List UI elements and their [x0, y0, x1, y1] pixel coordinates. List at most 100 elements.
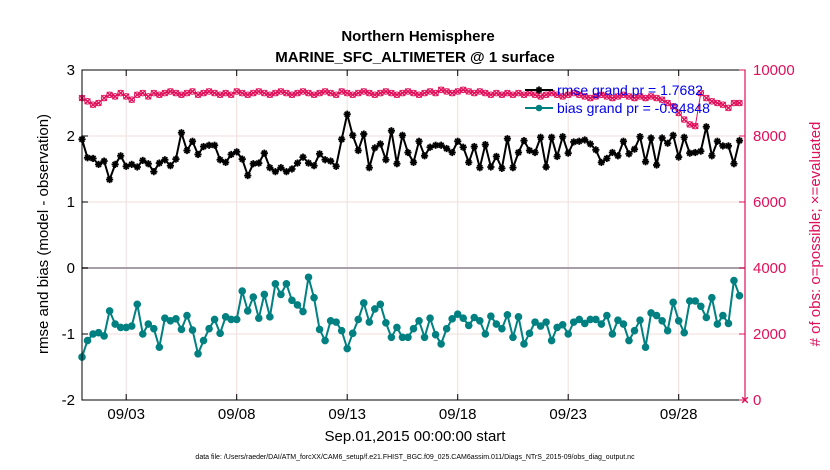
- rmse-point: [647, 134, 655, 142]
- obs-evaluated-point: [95, 99, 102, 107]
- bias-point: [288, 296, 296, 305]
- bias-point: [641, 343, 650, 352]
- obs-evaluated-point: [426, 88, 434, 95]
- obs-evaluated-point: [592, 93, 600, 100]
- bias-point: [238, 287, 247, 295]
- obs-evaluated-point: [548, 89, 555, 97]
- cross-stroke: [244, 91, 252, 99]
- star-stroke: [161, 156, 169, 163]
- bias-point: [487, 312, 495, 320]
- rmse-point: [111, 160, 119, 168]
- bias-point: [697, 302, 705, 311]
- bias-point: [249, 293, 258, 301]
- cross-stroke: [559, 93, 566, 100]
- obs-evaluated-point: [575, 91, 583, 99]
- cross-stroke: [548, 89, 555, 97]
- star-stroke: [344, 111, 351, 118]
- bias-point: [348, 329, 357, 338]
- obs-evaluated-point: [459, 86, 467, 94]
- cross-stroke: [609, 94, 616, 102]
- star-stroke: [211, 142, 218, 149]
- bias-point: [663, 326, 672, 335]
- rmse-point: [227, 150, 235, 159]
- obs-evaluated-point: [432, 89, 439, 97]
- series-bias: [78, 273, 744, 361]
- star-stroke: [658, 134, 666, 142]
- cross-stroke: [277, 88, 285, 95]
- bias-point: [674, 317, 683, 325]
- rmse-point: [188, 137, 197, 145]
- bias-point: [625, 336, 633, 345]
- obs-evaluated-point: [343, 89, 351, 97]
- obs-evaluated-point: [614, 93, 622, 100]
- rmse-point: [619, 137, 628, 145]
- cross-stroke: [133, 91, 141, 99]
- cross-stroke: [377, 89, 384, 97]
- star-stroke: [614, 152, 622, 159]
- obs-evaluated-point: [708, 98, 716, 105]
- obs-evaluated-point: [410, 89, 417, 97]
- cross-stroke: [283, 89, 290, 97]
- star-stroke: [111, 161, 119, 168]
- star-stroke: [393, 160, 401, 167]
- cross-stroke: [564, 91, 572, 99]
- star-stroke: [250, 160, 257, 167]
- rmse-point: [349, 131, 357, 139]
- rmse-point: [564, 149, 572, 157]
- bias-point: [636, 316, 644, 324]
- star-stroke: [360, 130, 367, 138]
- rmse-point: [702, 123, 710, 131]
- obs-evaluated-point: [581, 93, 589, 100]
- rmse-point: [691, 148, 699, 157]
- obs-evaluated-point: [233, 88, 240, 95]
- cross-stroke: [161, 89, 169, 97]
- bias-point: [415, 317, 423, 325]
- cross-stroke: [592, 93, 600, 100]
- rmse-point: [548, 133, 556, 141]
- bias-point: [393, 323, 401, 332]
- star-stroke: [531, 149, 539, 156]
- obs-evaluated-point: [658, 96, 666, 103]
- rmse-point: [713, 137, 721, 145]
- obs-evaluated-point: [454, 88, 461, 95]
- cross-stroke: [349, 91, 357, 99]
- cross-stroke: [410, 89, 417, 97]
- bias-point: [630, 326, 639, 335]
- cross-stroke: [736, 99, 743, 107]
- bias-point: [691, 297, 700, 305]
- bias-point: [194, 350, 202, 358]
- obs-evaluated-point: [139, 89, 147, 97]
- bias-point: [658, 317, 666, 325]
- bias-point: [216, 329, 224, 338]
- y2-tick-label: 8000: [753, 128, 786, 145]
- bias-point: [708, 293, 716, 302]
- obs-evaluated-point: [730, 99, 738, 107]
- bias-point: [337, 326, 346, 335]
- star-stroke: [189, 138, 196, 145]
- bias-point: [730, 276, 738, 285]
- cross-stroke: [388, 89, 395, 97]
- star-stroke: [84, 154, 91, 161]
- star-stroke: [686, 150, 693, 157]
- bias-point: [105, 307, 114, 315]
- bias-point: [492, 320, 501, 328]
- rmse-point: [730, 160, 738, 168]
- bias-point: [470, 313, 479, 322]
- cross-stroke: [542, 91, 550, 99]
- bias-point: [100, 332, 108, 340]
- y-tick-label: 1: [67, 194, 75, 211]
- bias-point: [232, 315, 241, 324]
- obs-evaluated-point: [631, 94, 638, 102]
- obs-evaluated-point: [625, 93, 633, 100]
- obs-evaluated-point: [283, 89, 290, 97]
- rmse-point: [636, 133, 644, 141]
- rmse-point: [122, 162, 130, 170]
- bias-point: [243, 307, 252, 315]
- star-stroke: [520, 137, 528, 144]
- star-stroke: [631, 146, 638, 153]
- bias-point: [503, 311, 512, 319]
- cross-stroke: [636, 93, 644, 100]
- rmse-point: [354, 146, 362, 155]
- obs-possible-point: [697, 89, 705, 97]
- cross-stroke: [686, 121, 694, 128]
